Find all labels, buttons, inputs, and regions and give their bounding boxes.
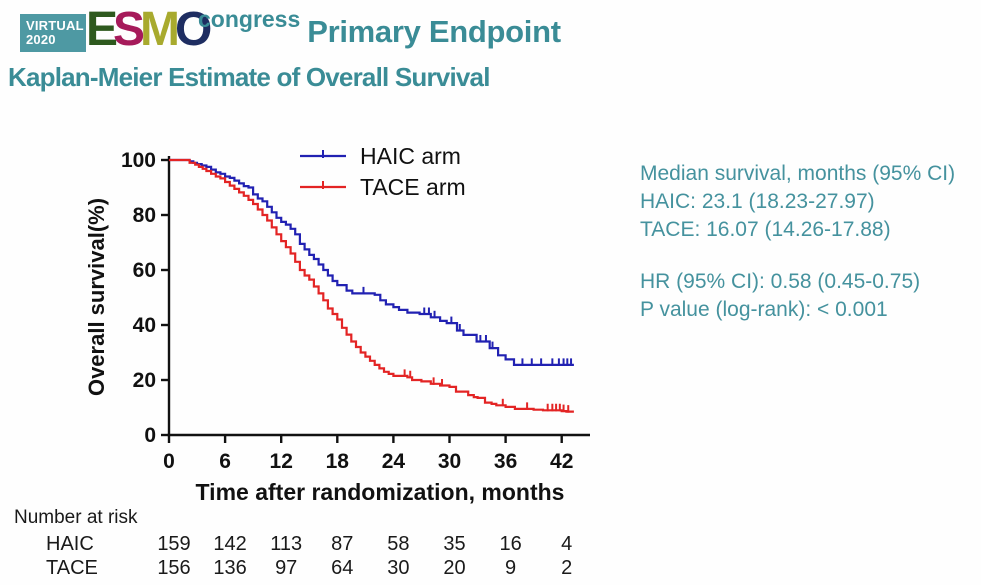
y-tick-label: 80 — [133, 204, 156, 227]
x-tick-label: 30 — [438, 450, 461, 473]
risk-count: 58 — [387, 533, 410, 555]
stats-line-p-value: P value (log-rank): < 0.001 — [640, 298, 888, 321]
y-tick-label: 0 — [144, 424, 156, 447]
x-axis-title: Time after randomization, months — [196, 479, 565, 505]
km-curve-tace — [169, 158, 574, 413]
stats-panel: Median survival, months (95% CI) HAIC: 2… — [640, 160, 980, 324]
risk-count: 35 — [443, 533, 466, 555]
risk-count: 142 — [213, 533, 247, 555]
risk-count: 87 — [331, 533, 354, 555]
risk-count: 113 — [270, 533, 303, 555]
km-chart-svg: 0 20 40 60 80 100 0 6 12 18 24 30 36 42 Time after ran… — [84, 143, 590, 505]
esmo-logo: ESMO — [86, 3, 212, 56]
risk-count: 9 — [505, 557, 517, 579]
risk-count: 2 — [561, 557, 573, 579]
esmo-letter-m: M — [140, 3, 180, 56]
x-tick-label: 6 — [219, 450, 231, 473]
esmo-letter-s: S — [113, 3, 145, 56]
stats-line-haic-median: HAIC: 23.1 (18.23-27.97) — [640, 190, 875, 213]
risk-count: 30 — [387, 557, 410, 579]
km-curve-haic — [169, 158, 574, 366]
legend-label: HAIC arm — [360, 143, 461, 169]
risk-row-label: HAIC — [46, 533, 94, 555]
esmo-letter-o: O — [175, 3, 212, 56]
x-tick-label: 36 — [494, 450, 517, 473]
legend-label: TACE arm — [360, 174, 466, 200]
risk-count: 16 — [499, 533, 522, 555]
km-chart: 0 20 40 60 80 100 0 6 12 18 24 30 36 42 Time after ran… — [84, 128, 618, 513]
risk-row-label: TACE — [46, 557, 98, 579]
y-tick-label: 20 — [133, 369, 156, 392]
risk-count: 64 — [331, 557, 354, 579]
y-tick-label: 40 — [133, 314, 156, 337]
risk-table-title: Number at risk — [14, 507, 138, 528]
risk-count: 159 — [157, 533, 191, 555]
y-tick-label: 60 — [133, 259, 156, 282]
risk-count: 97 — [275, 557, 298, 579]
risk-row-tace: TACE 156 136 97 64 30 20 9 2 — [0, 557, 620, 579]
x-tick-label: 24 — [382, 450, 406, 473]
badge-line2: 2020 — [26, 32, 56, 47]
stats-line-median-header: Median survival, months (95% CI) — [640, 162, 956, 185]
y-axis-title: Overall survival(%) — [88, 198, 109, 396]
stats-line-hazard-ratio: HR (95% CI): 0.58 (0.45-0.75) — [640, 270, 921, 293]
badge-line1: VIRTUAL — [26, 18, 84, 33]
esmo-congress-label: congress — [198, 6, 301, 32]
chart-heading: Kaplan-Meier Estimate of Overall Surviva… — [8, 62, 490, 92]
x-tick-label: 42 — [550, 450, 573, 473]
risk-count: 136 — [213, 557, 247, 579]
virtual-2020-badge: VIRTUAL 2020 — [20, 14, 86, 52]
y-tick-label: 100 — [121, 149, 156, 172]
stats-line-tace-median: TACE: 16.07 (14.26-17.88) — [640, 218, 891, 241]
risk-count: 156 — [157, 557, 191, 579]
x-tick-label: 0 — [163, 450, 175, 473]
page-title: Primary Endpoint — [307, 14, 561, 49]
risk-count: 20 — [443, 557, 466, 579]
x-tick-label: 18 — [326, 450, 350, 473]
risk-count: 4 — [561, 533, 573, 555]
stats-gap — [640, 244, 980, 268]
x-tick-label: 12 — [270, 450, 293, 473]
risk-row-haic: HAIC 159 142 113 87 58 35 16 4 — [0, 533, 620, 555]
esmo-letter-e: E — [86, 3, 118, 56]
